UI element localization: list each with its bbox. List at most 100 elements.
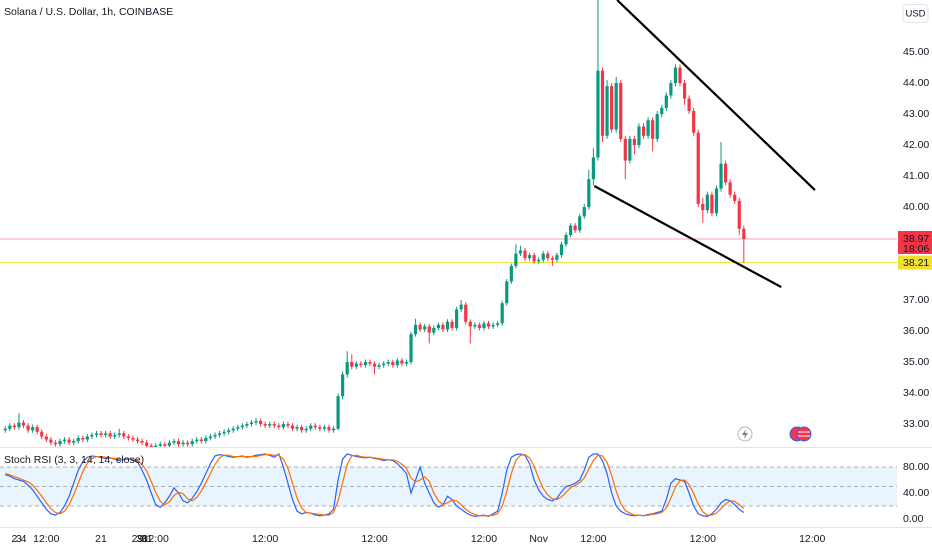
candle-body: [591, 157, 595, 180]
candle-body: [496, 323, 500, 325]
candle-body: [263, 424, 267, 426]
candle-body: [21, 422, 26, 426]
x-tick-label: 4: [21, 533, 27, 545]
candle-body: [76, 438, 80, 442]
candle-body: [72, 441, 76, 443]
candle-body: [131, 438, 135, 440]
y-tick-label: 44.00: [903, 77, 929, 89]
candle-body: [154, 445, 158, 447]
candle-body: [555, 255, 559, 260]
candle-body: [217, 433, 222, 435]
candle-body: [67, 439, 71, 443]
candle-body: [3, 428, 7, 431]
candle-body: [304, 428, 308, 431]
candle-body: [527, 255, 532, 259]
x-tick-label: 12:00: [252, 533, 278, 545]
candle-body: [632, 138, 637, 146]
candle-body: [286, 424, 290, 426]
candle-body: [605, 86, 609, 136]
candle-body: [172, 441, 176, 443]
y-tick-label: 34.00: [903, 387, 929, 399]
candle-body: [90, 434, 94, 437]
x-tick-label: Nov: [529, 533, 548, 545]
candle-body: [582, 207, 586, 217]
candle-body: [213, 434, 217, 437]
candle-body: [559, 244, 564, 256]
candle-body: [382, 363, 386, 366]
candle-body: [204, 438, 208, 442]
candle-body: [733, 194, 737, 201]
event-icons: [737, 426, 812, 442]
candle-body: [518, 250, 523, 254]
lightning-glyph: [742, 429, 748, 439]
candle-body: [427, 326, 431, 333]
candle-body: [236, 427, 240, 429]
candle-body: [190, 441, 194, 445]
candle-body: [145, 442, 149, 446]
candle-body: [445, 321, 450, 330]
x-tick-label: 12:00: [471, 533, 497, 545]
candle-body: [336, 396, 340, 429]
candle-body: [231, 428, 235, 431]
candle-body: [673, 67, 678, 84]
candle-body: [268, 424, 272, 426]
candle-body: [423, 326, 427, 330]
candle-body: [464, 304, 468, 322]
candle-body: [395, 360, 399, 366]
candle-body: [313, 425, 317, 428]
y-tick-label: 43.00: [903, 108, 929, 120]
trendline: [616, 0, 816, 191]
price-pane: [0, 0, 897, 447]
indicator-title: Stoch RSI (3, 3, 14, 14, close): [4, 454, 144, 466]
candle-body: [309, 425, 313, 429]
candle-body: [372, 363, 377, 367]
candle-body: [701, 203, 705, 211]
candle-body: [692, 110, 696, 133]
candle-body: [546, 253, 550, 259]
candle-body: [655, 114, 659, 139]
candle-body: [99, 433, 103, 435]
y-tick-label: 33.00: [903, 418, 929, 430]
candle-body: [637, 126, 641, 146]
candle-body: [354, 363, 358, 367]
candle-body: [176, 441, 181, 445]
candle-body: [646, 120, 650, 136]
candle-body: [345, 362, 349, 375]
x-tick-label: 2: [11, 533, 17, 545]
candle-body: [705, 194, 709, 211]
candle-body: [281, 424, 285, 428]
y-tick-label: 37.00: [903, 294, 929, 306]
candle-body: [322, 427, 327, 429]
candle-body: [514, 253, 518, 266]
candle-body: [318, 427, 322, 429]
candle-body: [505, 281, 509, 304]
x-tick-label: 12:00: [580, 533, 606, 545]
candle-body: [664, 95, 668, 108]
currency-box[interactable]: [902, 4, 929, 23]
candle-body: [641, 126, 646, 136]
candle-body: [199, 439, 203, 442]
candle-body: [222, 431, 226, 434]
candle-body: [300, 427, 304, 431]
candle-body: [377, 365, 381, 367]
candle-body: [628, 138, 632, 161]
candle-body: [368, 362, 372, 364]
candle-body: [126, 436, 130, 439]
candle-body: [108, 433, 112, 437]
candle-body: [167, 442, 172, 446]
candle-body: [614, 83, 618, 130]
candle-body: [710, 194, 714, 214]
y-tick-label: 41.00: [903, 170, 929, 182]
trendline: [593, 185, 782, 289]
candle-body: [742, 228, 746, 239]
candle-body: [436, 324, 440, 328]
candle-body: [85, 436, 89, 440]
flag-icon[interactable]: [796, 426, 812, 442]
candle-body: [103, 433, 108, 435]
x-tick-label: 30: [136, 533, 148, 545]
y-tick-label: 36.00: [903, 325, 929, 337]
y-tick-label: 45.00: [903, 46, 929, 58]
x-tick-label: 12:00: [361, 533, 387, 545]
